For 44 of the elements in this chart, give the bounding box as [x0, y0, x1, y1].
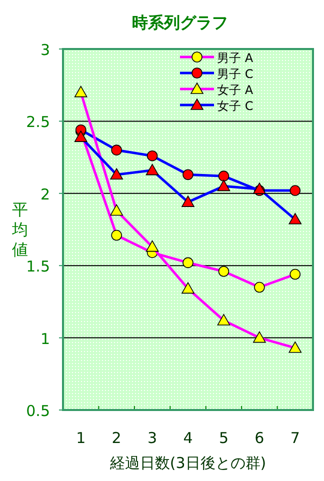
legend-label: 男子 C: [217, 67, 254, 81]
point: [110, 204, 123, 216]
y-tick-label: 1: [40, 330, 50, 348]
chart-title: 時系列グラフ: [132, 13, 228, 32]
y-axis-title: 平均値: [11, 200, 28, 259]
x-tick-label: 4: [183, 429, 193, 447]
point: [290, 268, 301, 280]
point: [288, 212, 302, 224]
point: [182, 257, 194, 268]
point: [290, 185, 301, 196]
point: [253, 331, 266, 343]
point: [110, 168, 123, 180]
y-tick-label: 2.5: [26, 113, 50, 132]
point: [111, 230, 122, 241]
y-tick-label: 2: [40, 185, 50, 204]
point: [253, 182, 266, 194]
x-tick-label: 7: [290, 429, 300, 447]
x-axis-title: 経過日数(3日後との群): [108, 454, 266, 472]
point: [74, 130, 88, 142]
y-tick-label: 0.5: [26, 402, 50, 420]
x-tick-label: 2: [112, 429, 122, 447]
point: [217, 314, 230, 326]
point: [146, 150, 158, 162]
legend-label: 男子 A: [217, 51, 254, 65]
point: [182, 196, 194, 207]
point: [217, 180, 230, 192]
point: [218, 266, 230, 277]
legend-label: 女子 C: [217, 99, 254, 113]
point: [254, 282, 265, 293]
point: [288, 342, 302, 353]
point: [182, 169, 194, 180]
point: [74, 86, 88, 98]
y-tick-label: 3: [40, 41, 50, 59]
legend-label: 女子 A: [217, 83, 254, 97]
point: [146, 240, 159, 252]
point: [218, 170, 230, 182]
x-tick-label: 6: [254, 429, 264, 447]
point: [111, 144, 122, 156]
y-tick-label: 1.5: [26, 258, 50, 276]
x-tick-label: 1: [76, 429, 86, 447]
x-tick-label: 5: [218, 429, 228, 447]
x-tick-label: 3: [148, 429, 158, 447]
point: [146, 164, 159, 176]
point: [182, 282, 194, 294]
